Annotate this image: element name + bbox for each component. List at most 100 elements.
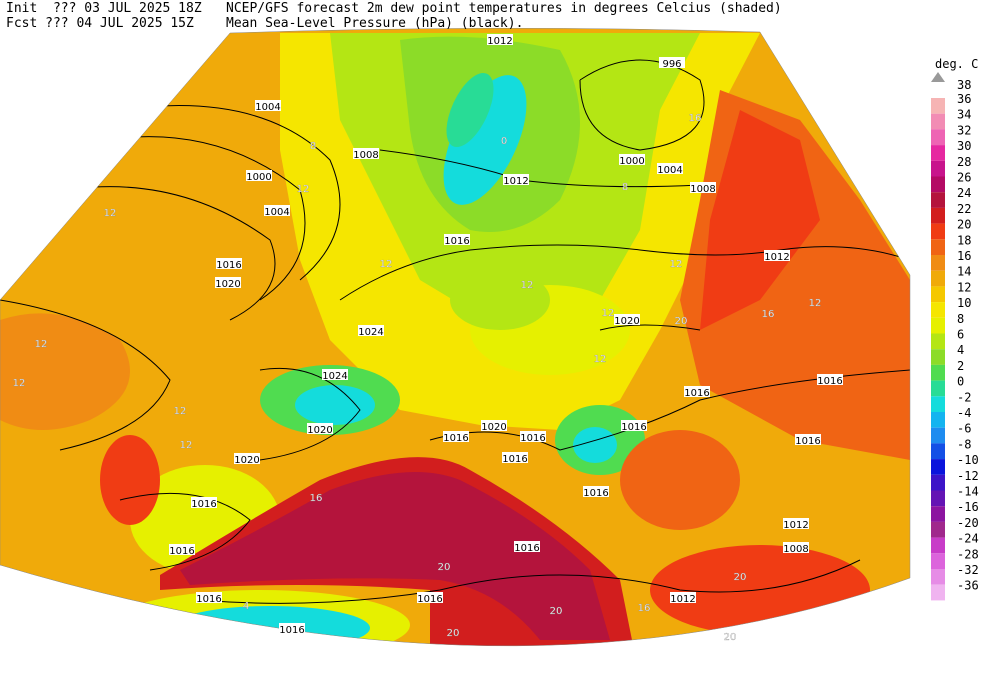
dewpoint-label: 20: [724, 632, 737, 643]
legend-swatch: [931, 317, 945, 334]
legend-swatch: [931, 113, 945, 130]
legend-label: 34: [957, 108, 971, 122]
legend-label: 30: [957, 139, 971, 153]
legend-swatch: [931, 176, 945, 193]
isobar-label: 1016: [216, 260, 241, 271]
map-border: [0, 27, 911, 647]
isobar-label: 1004: [657, 165, 682, 176]
isobar-label: 1020: [481, 422, 506, 433]
isobar-label: 1016: [583, 488, 608, 499]
isobar-label: 1012: [487, 36, 512, 47]
dewpoint-label: 12: [13, 378, 26, 389]
legend-swatch: [931, 584, 945, 601]
legend-swatch: [931, 160, 945, 177]
isobar-label: 1000: [619, 156, 644, 167]
dewpoint-label: 16: [638, 603, 651, 614]
legend-label: -16: [957, 500, 979, 514]
isobar-label: 1008: [783, 544, 808, 555]
legend-swatch: [931, 255, 945, 271]
legend-label: -10: [957, 453, 979, 467]
isobar-label: 1012: [503, 176, 528, 187]
dewpoint-label: 12: [174, 406, 187, 417]
isobar-label: 1000: [246, 172, 271, 183]
isobar-label: 1004: [264, 207, 289, 218]
isobar-label: 1012: [783, 520, 808, 531]
isobar-label-box: [684, 386, 710, 397]
dewpoint-label: 12: [602, 308, 615, 319]
legend-label: -14: [957, 485, 979, 499]
legend-label: -32: [957, 563, 979, 577]
isobar-label-box: [619, 154, 645, 165]
legend-label: 0: [957, 375, 964, 389]
dewpoint-label: 12: [594, 354, 607, 365]
isobar-label-box: [659, 57, 685, 68]
isobar-label: 1020: [307, 425, 332, 436]
subtitle: Mean Sea-Level Pressure (hPa) (black).: [226, 16, 523, 31]
legend-swatch: [931, 223, 945, 240]
isobar-label-box: [279, 623, 305, 634]
legend-label: 8: [957, 312, 964, 326]
isobar-label-box: [246, 170, 272, 181]
isobar-label-box: [783, 542, 809, 553]
legend-swatch: [931, 537, 945, 554]
legend-label: 24: [957, 186, 971, 200]
dewpoint-label: 8: [310, 141, 316, 152]
isobar-label: 1016: [514, 543, 539, 554]
legend-label: 14: [957, 265, 971, 279]
dewpoint-labels: 12 12 12 12 12 12 12 12 12 12 12 12 0 8 8 16 16 16 16 20 20 2…: [12, 113, 822, 643]
dewpoint-label: 12: [104, 208, 117, 219]
isobar-label-box: [196, 592, 222, 603]
isobar-labels: 1012 996 1004 1008 1000 1000 1004 1008 1012 1004 1…: [169, 34, 843, 636]
legend-label: 2: [957, 359, 964, 373]
legend-swatch: [931, 569, 945, 585]
isobar-label-box: [169, 544, 195, 555]
isobar-label-box: [255, 100, 281, 111]
dewpoint-label: 16: [310, 493, 323, 504]
legend-label: 22: [957, 202, 971, 216]
legend-swatch: [931, 443, 945, 460]
legend-label: 28: [957, 155, 971, 169]
dewpoint-label: 12: [809, 298, 822, 309]
legend-swatch: [931, 412, 945, 428]
legend-label: 20: [957, 218, 971, 232]
dewpoint-label: 0: [501, 136, 507, 147]
legend-label: 32: [957, 123, 971, 137]
legend-swatch: [931, 239, 945, 255]
isobar-label-box: [353, 148, 379, 159]
isobar-label: 1016: [520, 433, 545, 444]
isobar-label: 1016: [684, 388, 709, 399]
legend-label: 36: [957, 92, 971, 106]
isobar-label: 1020: [215, 279, 240, 290]
isobar-label-box: [583, 486, 609, 497]
forecast-time: Fcst ??? 04 JUL 2025 15Z: [6, 16, 194, 31]
legend-swatch: [931, 521, 945, 538]
dewpoint-label: 12: [35, 339, 48, 350]
isobar-label-box: [503, 174, 529, 185]
isobar-label-box: [234, 453, 260, 464]
dewpoint-label: 12: [521, 280, 534, 291]
legend-label: 18: [957, 233, 971, 247]
legend-swatch: [931, 349, 945, 365]
title: NCEP/GFS forecast 2m dew point temperatu…: [226, 1, 782, 16]
isobar-label-box: [614, 314, 640, 325]
isobar-label-box: [657, 163, 683, 174]
legend-swatch: [931, 333, 945, 350]
isobar-label: 1024: [322, 371, 347, 382]
isobar-label-box: [307, 423, 333, 434]
isobar-label-box: [502, 452, 528, 463]
isobar-label-box: [191, 497, 217, 508]
isobar-label-box: [358, 325, 384, 336]
isobar-label: 1016: [196, 594, 221, 605]
init-time: Init ??? 03 JUL 2025 18Z: [6, 1, 202, 16]
legend-label: -2: [957, 390, 971, 404]
isobar-label-box: [690, 182, 716, 193]
legend-label: 26: [957, 171, 971, 185]
isobar-label: 1016: [191, 499, 216, 510]
dewpoint-label: 16: [689, 113, 702, 124]
isobar-label-box: [322, 369, 348, 380]
legend-unit: deg. C: [935, 57, 978, 71]
isobar-label: 1016: [817, 376, 842, 387]
isobar-label-box: [481, 420, 507, 431]
